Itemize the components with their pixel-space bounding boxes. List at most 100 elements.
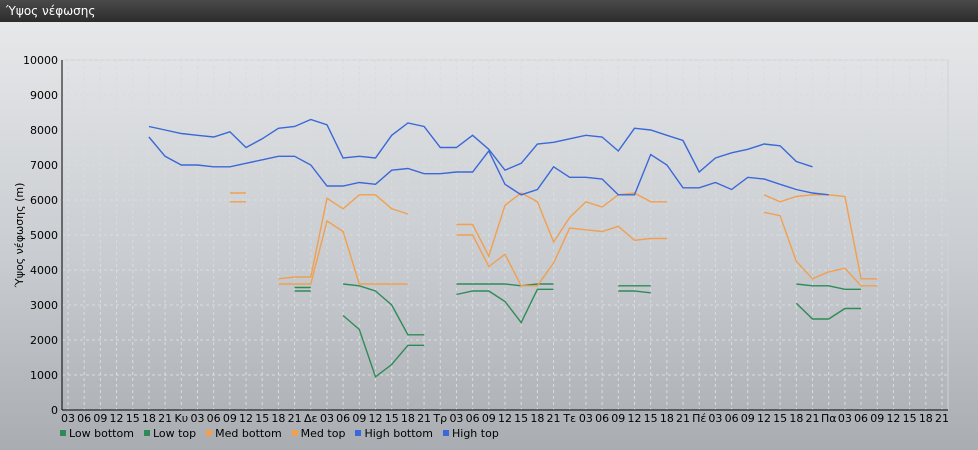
legend-item: High top	[443, 425, 499, 441]
x-tick-label: 12	[110, 412, 124, 425]
legend-label: High bottom	[364, 426, 433, 440]
x-tick-label: 06	[336, 412, 350, 425]
series-line-med-bottom	[278, 219, 408, 285]
x-tick-label: 09	[870, 412, 884, 425]
legend-item: Med bottom	[206, 425, 282, 441]
series-line-low-top	[456, 283, 554, 287]
x-tick-label: 09	[741, 412, 755, 425]
x-tick-label: 21	[676, 412, 690, 425]
x-tick-label: 12	[369, 412, 383, 425]
y-tick-label: 6000	[30, 194, 58, 207]
series-line-med-bottom	[456, 225, 667, 287]
x-tick-label: 09	[482, 412, 496, 425]
legend-label: Low bottom	[69, 426, 134, 440]
x-tick-label: 12	[627, 412, 641, 425]
axes: 0 1000 2000 3000 4000 5000 6000 7000 8000 9000 100…	[23, 54, 949, 425]
x-tick-label: 12	[886, 412, 900, 425]
x-tick-label: 03	[61, 412, 75, 425]
legend-label: High top	[452, 426, 499, 440]
x-tick-label: Δε	[304, 412, 318, 425]
x-tick-label: Τρ	[432, 412, 447, 425]
x-tick-label: 18	[142, 412, 156, 425]
legend-swatch	[355, 430, 362, 436]
x-tick-label: 15	[385, 412, 399, 425]
x-tick-label: 21	[158, 412, 172, 425]
x-tick-label: 21	[288, 412, 302, 425]
x-tick-label: 03	[449, 412, 463, 425]
series-line-low-bottom	[343, 283, 425, 336]
series-line-med-top	[456, 192, 667, 258]
y-tick-label: 2000	[30, 334, 58, 347]
x-tick-label: Τε	[562, 412, 576, 425]
x-tick-label: Πα	[821, 412, 837, 425]
x-tick-label: 09	[93, 412, 107, 425]
x-tick-label: 03	[708, 412, 722, 425]
x-tick-label: Κυ	[175, 412, 189, 425]
x-tick-label: 18	[401, 412, 415, 425]
x-tick-label: 03	[838, 412, 852, 425]
y-tick-label: 9000	[30, 89, 58, 102]
series-line-low-bottom	[795, 302, 862, 320]
x-tick-label: 03	[190, 412, 204, 425]
series-line-low-top	[796, 283, 862, 290]
y-axis-label: Ύψος νέφωσης (m)	[13, 183, 26, 289]
x-tick-label: Πέ	[692, 412, 706, 425]
x-tick-label: 06	[207, 412, 221, 425]
x-tick-label: 15	[255, 412, 269, 425]
series-line-med-top	[278, 194, 409, 280]
series-line-med-top	[763, 194, 878, 280]
x-tick-label: 15	[903, 412, 917, 425]
legend-label: Med top	[300, 426, 346, 440]
legend-swatch	[443, 430, 449, 436]
y-tick-label: 4000	[30, 264, 58, 277]
legend-item: Low top	[143, 425, 197, 441]
series-lines	[148, 118, 878, 378]
legend-swatch	[206, 430, 213, 436]
x-tick-label: 18	[271, 412, 285, 425]
x-tick-label: 15	[126, 412, 140, 425]
x-tick-label: 12	[239, 412, 253, 425]
x-tick-label: 03	[320, 412, 334, 425]
legend-label: Low top	[152, 426, 197, 440]
y-tick-label: 0	[51, 404, 58, 417]
y-tick-label: 5000	[30, 229, 58, 242]
x-tick-label: 18	[789, 412, 803, 425]
x-tick-label: 12	[498, 412, 512, 425]
legend-label: Med bottom	[215, 426, 282, 440]
x-tick-label: 15	[514, 412, 528, 425]
y-tick-label: 8000	[30, 124, 58, 137]
x-tick-label: 09	[223, 412, 237, 425]
x-tick-label: 18	[660, 412, 674, 425]
series-line-low-bottom	[456, 288, 554, 324]
x-tick-label: 09	[352, 412, 366, 425]
series-line-low-bottom	[618, 290, 651, 294]
x-tick-label: 03	[579, 412, 593, 425]
legend-item: Med top	[291, 425, 346, 441]
chart-legend: Low bottom Low top Med bottom Med top High b…	[60, 425, 499, 441]
series-line-high-bottom	[148, 136, 829, 196]
x-tick-label: 21	[547, 412, 561, 425]
x-tick-label: 21	[806, 412, 820, 425]
x-tick-label: 06	[77, 412, 91, 425]
x-tick-label: 15	[644, 412, 658, 425]
x-tick-label: 18	[919, 412, 933, 425]
x-tick-label: 06	[854, 412, 868, 425]
y-tick-label: 1000	[30, 369, 58, 382]
legend-swatch	[60, 430, 66, 436]
x-tick-label: 12	[757, 412, 771, 425]
legend-swatch	[143, 430, 150, 436]
y-tick-label: 10000	[23, 54, 58, 67]
grid-lines	[62, 59, 948, 411]
series-line-med-bottom	[763, 211, 878, 287]
series-line-high-top	[148, 118, 813, 174]
x-tick-label: 15	[773, 412, 787, 425]
x-tick-label: 18	[530, 412, 544, 425]
x-tick-label: 09	[611, 412, 625, 425]
x-tick-label: 06	[595, 412, 609, 425]
legend-item: Low bottom	[60, 425, 134, 441]
y-tick-label: 3000	[30, 299, 58, 312]
y-tick-label: 7000	[30, 159, 58, 172]
series-line-low-top	[342, 314, 425, 378]
